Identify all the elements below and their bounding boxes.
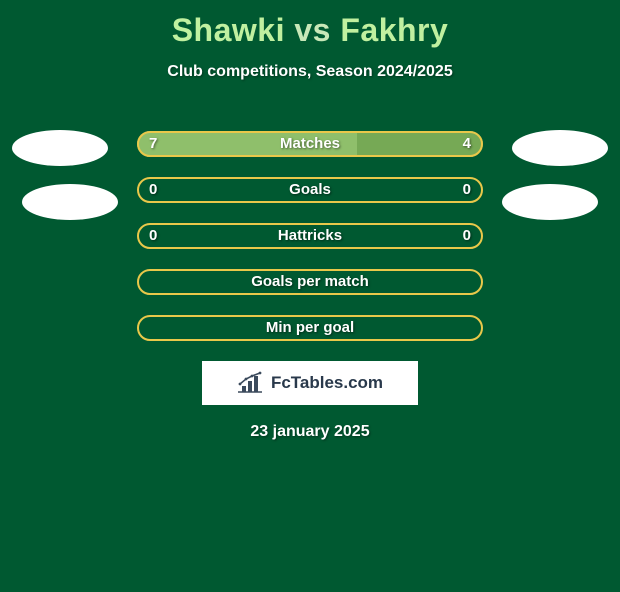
stat-row: Goals per match (137, 269, 483, 295)
player2-name: Fakhry (340, 12, 448, 48)
stat-label: Goals (137, 177, 483, 203)
brand-badge: FcTables.com (202, 361, 418, 405)
stat-row: Min per goal (137, 315, 483, 341)
stat-value-left: 0 (149, 177, 157, 203)
subtitle: Club competitions, Season 2024/2025 (0, 63, 620, 81)
date-label: 23 january 2025 (0, 423, 620, 441)
vs-label: vs (294, 12, 331, 48)
stat-value-left: 7 (149, 131, 157, 157)
stat-label: Min per goal (137, 315, 483, 341)
stat-label: Hattricks (137, 223, 483, 249)
brand-chart-icon (237, 371, 265, 395)
stat-value-right: 0 (463, 177, 471, 203)
stat-row: Hattricks0 0 (137, 223, 483, 249)
stat-value-right: 4 (463, 131, 471, 157)
stat-label: Matches (137, 131, 483, 157)
stat-label: Goals per match (137, 269, 483, 295)
stat-value-left: 0 (149, 223, 157, 249)
stat-value-right: 0 (463, 223, 471, 249)
comparison-title: Shawki vs Fakhry (0, 12, 620, 49)
brand-text: FcTables.com (271, 373, 383, 393)
stats-container: Matches74Goals00Hattricks00Goals per mat… (0, 131, 620, 341)
stat-row: Matches7 4 (137, 131, 483, 157)
player1-name: Shawki (172, 12, 285, 48)
stat-row: Goals0 0 (137, 177, 483, 203)
